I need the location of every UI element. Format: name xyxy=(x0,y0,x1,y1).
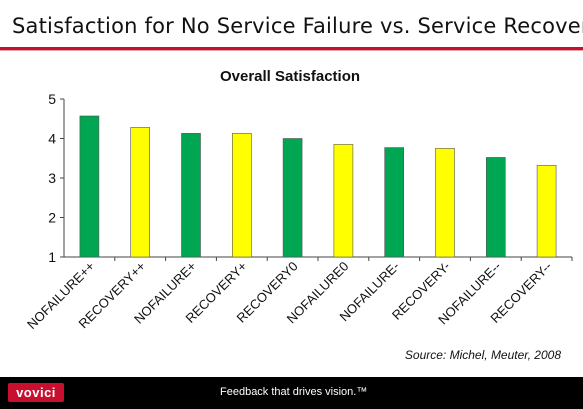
chart-area: Overall Satisfaction 1 2 3 4 5 NOFAILURE++ RE… xyxy=(0,56,583,376)
bar xyxy=(384,147,405,258)
chart-bars xyxy=(79,115,557,258)
bar xyxy=(232,133,252,258)
vovici-logo: vovici xyxy=(8,383,64,402)
slide-title: Satisfaction for No Service Failure vs. … xyxy=(12,14,583,38)
y-tick-label: 3 xyxy=(48,170,56,186)
y-tick-label: 4 xyxy=(48,131,56,147)
bar xyxy=(435,148,455,258)
y-tick-label: 1 xyxy=(48,249,56,265)
bar xyxy=(79,115,100,258)
footer-bar: vovici Feedback that drives vision.™ xyxy=(0,377,583,409)
title-divider xyxy=(0,47,583,50)
bar xyxy=(181,133,201,258)
bar xyxy=(536,165,557,258)
bar xyxy=(333,144,354,258)
chart-title: Overall Satisfaction xyxy=(220,68,360,85)
bar xyxy=(485,157,506,258)
footer-tagline: Feedback that drives vision.™ xyxy=(220,386,368,398)
y-tick-label: 2 xyxy=(48,210,56,226)
source-note: Source: Michel, Meuter, 2008 xyxy=(404,348,561,362)
bar xyxy=(282,138,303,258)
bar xyxy=(130,127,150,258)
y-tick-label: 5 xyxy=(48,91,56,107)
title-divider-shadow xyxy=(0,50,583,51)
bar-chart: Overall Satisfaction 1 2 3 4 5 NOFAILURE++RE… xyxy=(24,68,573,332)
x-axis-labels: NOFAILURE++RECOVERY++NOFAILURE+RECOVERY+… xyxy=(24,259,555,332)
